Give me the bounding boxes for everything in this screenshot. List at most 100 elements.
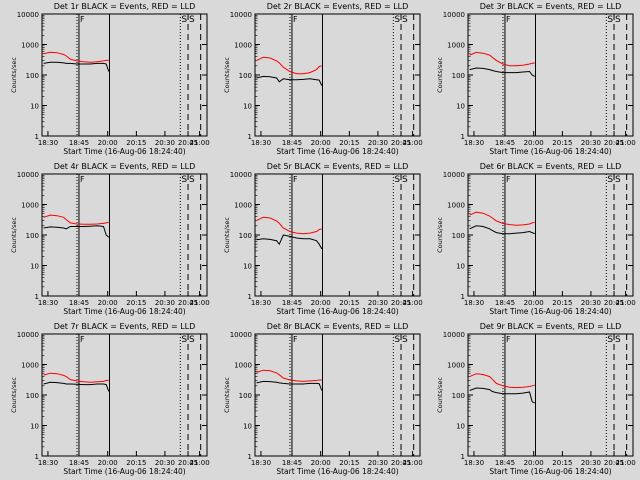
annotation-label: S	[181, 335, 187, 345]
x-tick-label: 20:00	[524, 139, 544, 147]
annotation-label: F	[293, 15, 298, 24]
detector-panel: Det 5r BLACK = Events, RED = LLD 1 10 100 10…	[213, 160, 426, 320]
y-tick-label: 10000	[443, 11, 465, 19]
x-tick-label: 20:00	[311, 459, 331, 467]
lld-series-line	[43, 372, 109, 383]
x-tick-label: 18:30	[464, 139, 484, 147]
x-tick-label: 20:30	[368, 139, 388, 147]
lld-series-line	[43, 214, 109, 225]
y-tick-label: 100	[452, 232, 465, 240]
annotation-label: F	[506, 335, 511, 344]
x-tick-label: 21:00	[615, 139, 635, 147]
annotation-label: S	[615, 15, 621, 25]
y-tick-label: 100	[239, 72, 252, 80]
lld-series-line	[469, 211, 535, 226]
x-tick-label: 20:00	[98, 459, 118, 467]
x-axis-label: Start Time (16-Aug-06 18:24:40)	[63, 147, 185, 156]
x-axis-label: Start Time (16-Aug-06 18:24:40)	[489, 467, 611, 476]
y-tick-label: 10000	[230, 331, 252, 339]
annotation-label: S	[402, 175, 408, 185]
x-tick-label: 20:00	[524, 459, 544, 467]
plot-frame	[467, 13, 634, 137]
y-tick-label: 10	[30, 423, 39, 431]
x-tick-label: 20:45	[604, 459, 624, 467]
chart-title: Det 1r BLACK = Events, RED = LLD	[54, 2, 196, 11]
y-tick-label: 10000	[230, 11, 252, 19]
x-tick-label: 20:15	[126, 459, 146, 467]
y-tick-label: 10	[456, 423, 465, 431]
x-tick-label: 20:15	[339, 459, 359, 467]
y-tick-label: 1	[248, 453, 252, 461]
y-tick-label: 1	[461, 133, 465, 141]
detector-panel: Det 9r BLACK = Events, RED = LLD 1 10 100 10…	[426, 320, 639, 480]
annotation-label: S	[189, 15, 195, 25]
chart-title: Det 2r BLACK = Events, RED = LLD	[267, 2, 409, 11]
x-tick-label: 18:30	[251, 139, 271, 147]
y-axis-label: Counts/sec	[436, 217, 444, 253]
annotation-label: S	[394, 335, 400, 345]
y-tick-label: 1000	[234, 42, 252, 50]
y-tick-label: 10	[30, 103, 39, 111]
x-tick-label: 20:15	[552, 299, 572, 307]
y-axis-label: Counts/sec	[223, 217, 231, 253]
x-tick-label: 18:30	[251, 459, 271, 467]
x-tick-label: 18:45	[282, 139, 302, 147]
x-tick-label: 20:45	[391, 299, 411, 307]
y-axis-label: Counts/sec	[436, 377, 444, 413]
y-tick-label: 10000	[17, 331, 39, 339]
lld-series-line	[43, 51, 109, 63]
chart-title: Det 9r BLACK = Events, RED = LLD	[480, 322, 622, 331]
events-series-line	[256, 75, 323, 86]
x-axis-label: Start Time (16-Aug-06 18:24:40)	[489, 307, 611, 316]
events-series-line	[256, 380, 323, 391]
y-tick-label: 100	[452, 392, 465, 400]
events-series-line	[43, 381, 110, 392]
x-tick-label: 20:15	[126, 139, 146, 147]
x-tick-label: 20:00	[311, 299, 331, 307]
plot-frame	[41, 333, 208, 457]
y-axis-label: Counts/sec	[10, 377, 18, 413]
events-series-line	[256, 234, 323, 250]
x-tick-label: 20:45	[391, 459, 411, 467]
y-tick-label: 10000	[443, 171, 465, 179]
y-tick-label: 1000	[447, 202, 465, 210]
lld-series-line	[256, 369, 322, 382]
lld-series-line	[256, 216, 322, 235]
annotation-label: S	[181, 15, 187, 25]
detector-chart: Det 3r BLACK = Events, RED = LLD 1 10 100 10…	[436, 2, 636, 156]
x-tick-label: 20:15	[126, 299, 146, 307]
x-tick-label: 20:45	[178, 299, 198, 307]
annotation-label: S	[607, 15, 613, 25]
plot-frame	[254, 13, 421, 137]
x-tick-label: 20:30	[581, 459, 601, 467]
plot-frame	[41, 173, 208, 297]
x-tick-label: 20:30	[581, 299, 601, 307]
x-tick-label: 20:15	[339, 139, 359, 147]
x-tick-label: 18:45	[282, 299, 302, 307]
lld-series-line	[256, 56, 322, 75]
detector-panel: Det 8r BLACK = Events, RED = LLD 1 10 100 10…	[213, 320, 426, 480]
x-tick-label: 18:45	[495, 459, 515, 467]
y-tick-label: 100	[239, 392, 252, 400]
x-tick-label: 18:30	[38, 299, 58, 307]
x-tick-label: 18:45	[495, 139, 515, 147]
y-tick-label: 1	[35, 133, 39, 141]
chart-title: Det 8r BLACK = Events, RED = LLD	[267, 322, 409, 331]
x-axis-label: Start Time (16-Aug-06 18:24:40)	[276, 307, 398, 316]
x-tick-label: 18:45	[69, 139, 89, 147]
x-tick-label: 21:00	[402, 139, 422, 147]
y-tick-label: 100	[26, 392, 39, 400]
x-tick-label: 21:00	[402, 459, 422, 467]
x-tick-label: 21:00	[615, 459, 635, 467]
x-tick-label: 20:45	[178, 459, 198, 467]
plot-frame	[41, 13, 208, 137]
x-tick-label: 20:30	[155, 299, 175, 307]
plot-frame	[254, 173, 421, 297]
detector-chart: Det 4r BLACK = Events, RED = LLD 1 10 100 10…	[10, 162, 210, 316]
y-tick-label: 1000	[21, 362, 39, 370]
y-tick-label: 10000	[17, 171, 39, 179]
annotation-label: S	[394, 175, 400, 185]
x-tick-label: 18:45	[282, 459, 302, 467]
y-axis-label: Counts/sec	[223, 57, 231, 93]
detector-panel: Det 1r BLACK = Events, RED = LLD 1 10 100 10…	[0, 0, 213, 160]
